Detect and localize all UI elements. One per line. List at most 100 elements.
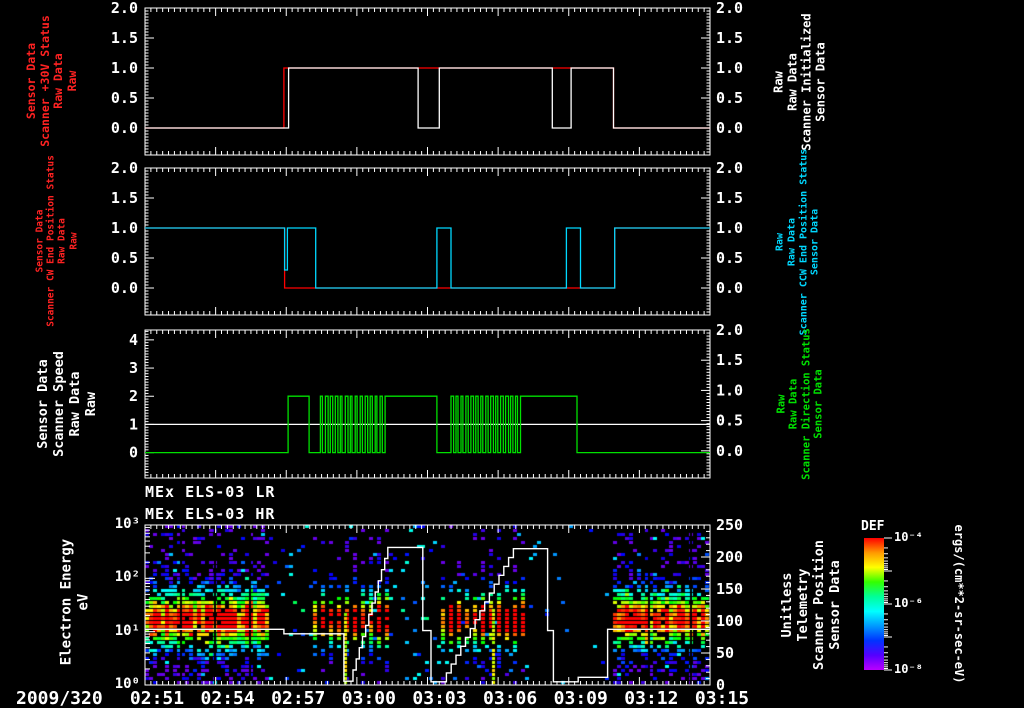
- tick-label: 0.5: [111, 249, 138, 267]
- tick-label: 0.0: [111, 119, 138, 137]
- time-tick-label: 03:12: [624, 688, 678, 708]
- tick-label: 200: [716, 548, 743, 566]
- spectrogram-right-axis-label-line: Unitless: [779, 572, 796, 638]
- tick-label: 100: [716, 612, 743, 630]
- panel3-left-axis-label-line: Scanner Speed: [51, 351, 68, 457]
- tick-label: 1.0: [111, 59, 138, 77]
- panel3-right-axis-label-line: Scanner Direction Status: [800, 328, 812, 480]
- panel3-left-axis-label-line: Raw Data: [67, 371, 83, 437]
- panel-frame: [144, 167, 711, 316]
- tick-label: 4: [129, 331, 138, 349]
- panel2-left-axis-label-line: Raw Data: [57, 218, 68, 264]
- panel2-left-axis-label-line: Scanner CW End Position Status: [45, 155, 57, 327]
- date-label: 2009/320: [16, 688, 103, 708]
- tick-label: 0.0: [111, 279, 138, 297]
- energy-axis-tick-label: 10⁰: [114, 676, 140, 692]
- panel3-right-axis-label-line: Sensor Data: [812, 369, 825, 439]
- panel3-right-axis-label-line: Raw Data: [787, 378, 800, 430]
- energy-axis-tick-label: 10²: [114, 569, 140, 586]
- spectrogram-right-axis-label-line: Scanner Position: [811, 539, 827, 671]
- tick-label: 150: [716, 580, 743, 598]
- tick-label: 0.0: [716, 119, 743, 137]
- energy-axis-tick-label: 10¹: [114, 622, 140, 639]
- tick-label: 2.0: [716, 0, 743, 17]
- spectrogram-title-lr: MEx ELS-03 LR: [145, 483, 276, 501]
- panel1-right-axis-label-line: Raw: [771, 71, 786, 93]
- time-tick-label: 03:09: [554, 688, 608, 708]
- tick-label: 0.0: [716, 279, 743, 297]
- spectrogram-right-axis-label-line: Telemetry: [795, 568, 812, 642]
- panel1-right-axis-label-line: Sensor Data: [814, 42, 829, 122]
- tick-label: 1.5: [716, 189, 743, 207]
- tick-label: 1.0: [716, 381, 743, 399]
- tick-label: 2.0: [111, 0, 138, 17]
- panel1-left-axis-label-line: Scanner +30V Status: [37, 15, 52, 147]
- panel2-right-axis-label: Raw Raw Data Scanner CCW End Position Stat…: [774, 149, 821, 336]
- panel2-right-axis-label-line: Sensor Data: [809, 208, 821, 276]
- panel3-left-axis-label-line: Raw: [82, 391, 99, 417]
- tick-label: 2.0: [716, 321, 743, 339]
- colorbar-units-label: ergs/(cm**2-sr-sec-eV): [952, 524, 966, 684]
- spectrogram-left-axis-label: Electron Energy eV: [58, 539, 91, 665]
- tick-label: 3: [129, 359, 138, 377]
- time-tick-label: 02:54: [201, 688, 255, 708]
- panel1-right-axis-label: Raw Raw Data Scanner Initialized Sensor Dat…: [772, 13, 829, 150]
- tick-label: 0: [716, 676, 725, 694]
- panel1-left-axis-label-line: Raw Data: [51, 53, 65, 109]
- time-tick-label: 03:06: [483, 688, 537, 708]
- time-tick-label: 02:57: [271, 688, 325, 708]
- panel1-right-axis-label-line: Raw Data: [785, 53, 800, 111]
- energy-axis-tick-label: 10³: [114, 516, 140, 532]
- colorbar-gradient: [864, 538, 884, 670]
- panel2-right-axis-label-line: Raw Data: [786, 217, 798, 267]
- panel2-left-axis-label-line: Sensor Data: [34, 209, 46, 273]
- tick-label: 2.0: [111, 159, 138, 177]
- spectrogram-left-axis-label-line: Electron Energy: [58, 538, 75, 666]
- tick-label: 1.0: [111, 219, 138, 237]
- spectrogram-right-axis-label-line: Sensor Data: [826, 560, 843, 650]
- tick-label: 1.5: [111, 29, 138, 47]
- colorbar-tick-label: 10⁻⁸: [894, 662, 923, 676]
- tick-label: 1.0: [716, 59, 743, 77]
- tick-label: 2.0: [716, 159, 743, 177]
- panel1-left-axis-label: Sensor Data Scanner +30V Status Raw Data Ra…: [23, 15, 79, 147]
- scanner-direction-status-raw: [145, 395, 710, 454]
- spectrogram-left-axis-label-line: eV: [75, 593, 91, 611]
- panel-frame: [144, 329, 711, 479]
- tick-label: 1.5: [716, 29, 743, 47]
- panel1-left-axis-label-line: Raw: [64, 70, 79, 92]
- tick-label: 1.5: [716, 351, 743, 369]
- tick-label: 50: [716, 644, 734, 662]
- colorbar-tick-label: 10⁻⁶: [894, 596, 923, 610]
- tick-label: 0.0: [716, 442, 743, 460]
- time-tick-label: 03:03: [412, 688, 466, 708]
- panel2-left-axis-label: Sensor Data Scanner CW End Position Statu…: [35, 155, 80, 327]
- panel2-left-axis-label-line: Raw: [68, 232, 80, 250]
- panel3-left-axis-label: Sensor Data Scanner Speed Raw Data Raw: [35, 351, 100, 457]
- panel3-right-axis-label-line: Raw: [775, 394, 788, 414]
- tick-label: 0.5: [716, 89, 743, 107]
- tick-label: 0: [129, 444, 138, 462]
- tick-label: 1.5: [111, 189, 138, 207]
- panel1-right-axis-label-line: Scanner Initialized: [800, 13, 814, 151]
- scanner-plus-30v-status-raw: [145, 67, 710, 129]
- colorbar-tick-label: 10⁻⁴: [894, 530, 923, 544]
- tick-label: 0.5: [716, 249, 743, 267]
- panel2-right-axis-label-line: Scanner CCW End Position Status: [798, 148, 809, 336]
- spectrogram-right-axis-label: Unitless Telemetry Scanner Position Sensor …: [779, 539, 844, 671]
- colorbar-title: DEF: [861, 519, 885, 534]
- time-tick-label: 03:15: [695, 688, 749, 708]
- scanner-cw-end-position-status-raw: [145, 227, 710, 289]
- scanner-initialized-raw: [145, 67, 710, 129]
- tick-label: 2: [129, 387, 138, 405]
- tick-label: 0.5: [716, 412, 743, 430]
- spectrogram-canvas: [145, 525, 710, 685]
- scanner-ccw-end-position-status-raw: [145, 227, 710, 289]
- time-tick-label: 03:00: [342, 688, 396, 708]
- panel3-left-axis-label-line: Sensor Data: [35, 359, 52, 449]
- panel1-left-axis-label-line: Sensor Data: [23, 42, 38, 120]
- tick-label: 250: [716, 516, 743, 534]
- panel3-right-axis-label: Raw Raw Data Scanner Direction Status Senso…: [775, 328, 825, 480]
- spectrogram-title-hr: MEx ELS-03 HR: [145, 505, 276, 523]
